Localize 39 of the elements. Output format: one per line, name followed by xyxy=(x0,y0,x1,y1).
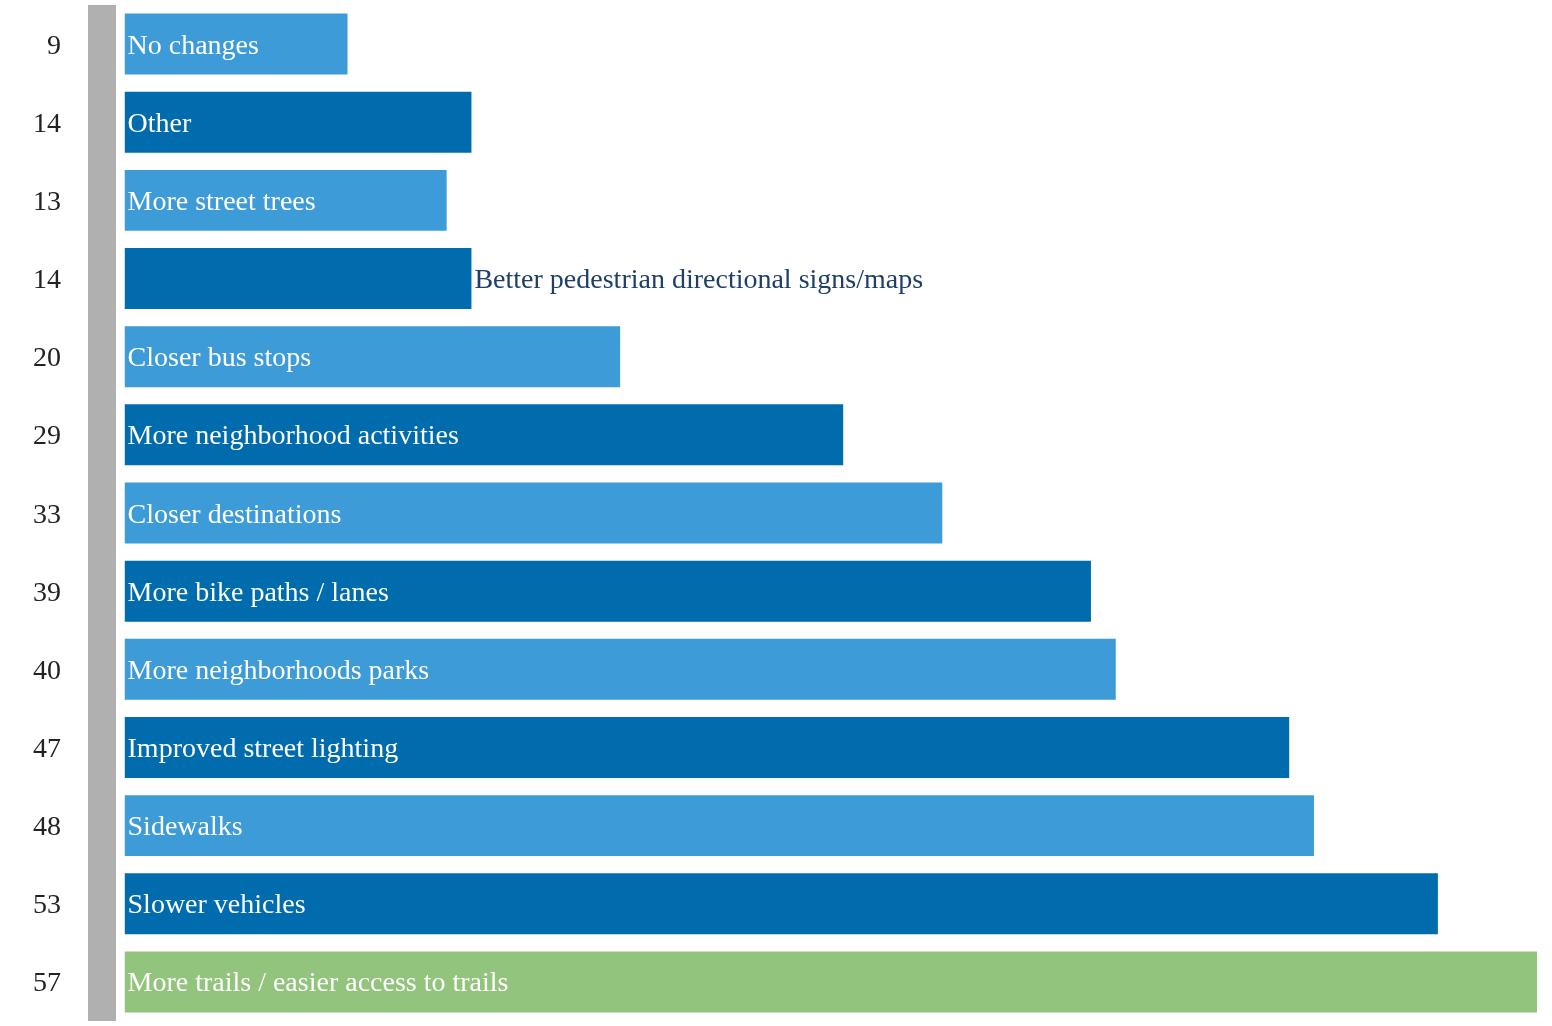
bar xyxy=(124,560,1091,622)
data-label: 48 xyxy=(33,810,61,841)
bar xyxy=(124,404,844,466)
y-tick-label: More neighborhoods parks xyxy=(127,653,430,685)
data-label: 20 xyxy=(33,341,61,372)
bar xyxy=(124,873,1438,935)
y-tick-label: Sidewalks xyxy=(127,810,243,842)
bar xyxy=(124,91,472,153)
bar xyxy=(124,482,943,544)
data-label: 57 xyxy=(33,966,61,997)
y-tick-label: Closer destinations xyxy=(127,497,342,529)
data-label: 14 xyxy=(33,263,61,294)
y-tick-label: Closer bus stops xyxy=(127,341,312,373)
data-label: 39 xyxy=(33,576,61,607)
data-label: 14 xyxy=(33,107,61,138)
y-tick-label: Improved street lighting xyxy=(127,731,399,763)
y-tick-label: Better pedestrian directional signs/maps xyxy=(474,263,924,295)
data-label: 33 xyxy=(33,498,61,529)
data-label: 53 xyxy=(33,888,61,919)
bar xyxy=(124,169,447,231)
data-label: 13 xyxy=(33,185,61,216)
y-tick-label: More street trees xyxy=(127,184,316,216)
bar xyxy=(124,13,348,75)
bar xyxy=(124,716,1290,778)
data-label: 9 xyxy=(47,29,61,60)
y-tick-label: More trails / easier access to trails xyxy=(127,966,509,998)
bar xyxy=(124,795,1314,857)
y-tick-label: Other xyxy=(127,106,192,138)
bar xyxy=(124,951,1537,1013)
bar xyxy=(124,638,1116,700)
y-tick-label: Slower vehicles xyxy=(127,888,306,920)
bar xyxy=(124,326,621,388)
y-tick-label: More bike paths / lanes xyxy=(127,575,389,607)
data-label: 40 xyxy=(33,654,61,685)
bar xyxy=(124,248,472,310)
y-tick-label: No changes xyxy=(127,28,259,60)
y-tick-label: More neighborhood activities xyxy=(127,419,459,451)
data-label: 29 xyxy=(33,419,61,450)
data-label: 47 xyxy=(33,732,61,763)
